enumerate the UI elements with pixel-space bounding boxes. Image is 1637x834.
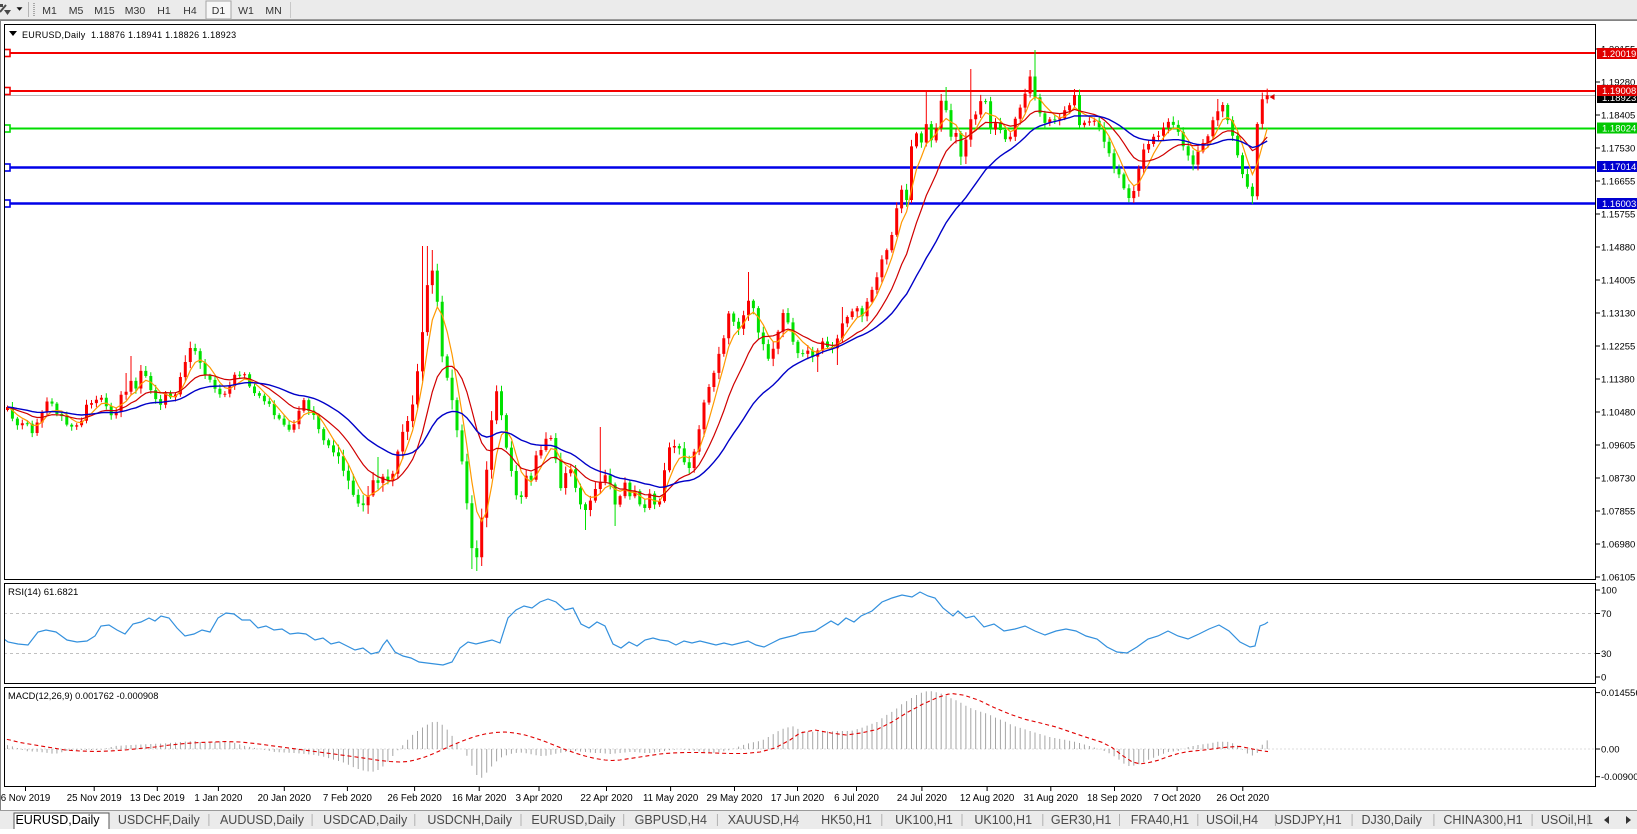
svg-text:22 Apr 2020: 22 Apr 2020 (580, 793, 633, 804)
svg-text:24 Jul 2020: 24 Jul 2020 (897, 793, 948, 804)
svg-text:RSI(14) 61.6821: RSI(14) 61.6821 (8, 587, 78, 598)
svg-text:1.20019: 1.20019 (1602, 49, 1636, 60)
svg-text:W1: W1 (238, 5, 254, 17)
svg-text:MACD(12,26,9) 0.001762 -0.0009: MACD(12,26,9) 0.001762 -0.000908 (8, 691, 158, 701)
svg-text:18 Sep 2020: 18 Sep 2020 (1087, 793, 1143, 804)
svg-text:M15: M15 (94, 5, 115, 17)
svg-text:DJ30,Daily: DJ30,Daily (1361, 813, 1422, 827)
svg-text:1.07855: 1.07855 (1601, 507, 1635, 518)
svg-text:7 Oct 2020: 7 Oct 2020 (1153, 793, 1201, 804)
svg-text:0: 0 (1601, 673, 1606, 684)
svg-text:1.09605: 1.09605 (1601, 441, 1635, 452)
svg-text:0.00: 0.00 (1601, 745, 1620, 756)
svg-text:7 Feb 2020: 7 Feb 2020 (323, 793, 373, 804)
svg-text:70: 70 (1601, 609, 1612, 620)
svg-text:1.17014: 1.17014 (1602, 162, 1636, 173)
svg-text:16 Mar 2020: 16 Mar 2020 (452, 793, 507, 804)
svg-text:1.18405: 1.18405 (1601, 111, 1635, 122)
svg-text:USOil,H4: USOil,H4 (1206, 813, 1258, 827)
svg-text:26 Feb 2020: 26 Feb 2020 (387, 793, 442, 804)
svg-text:USDJPY,H1: USDJPY,H1 (1275, 813, 1342, 827)
svg-text:USDCNH,Daily: USDCNH,Daily (427, 813, 512, 827)
svg-text:25 Nov 2019: 25 Nov 2019 (67, 793, 122, 804)
svg-text:1.06105: 1.06105 (1601, 573, 1635, 584)
svg-text:1.16003: 1.16003 (1602, 199, 1636, 210)
svg-text:M5: M5 (69, 5, 84, 17)
svg-text:XAUUSD,H4: XAUUSD,H4 (728, 813, 800, 827)
svg-text:EURUSD,Daily: EURUSD,Daily (15, 813, 100, 827)
svg-text:M30: M30 (125, 5, 146, 17)
svg-text:CHINA300,H1: CHINA300,H1 (1443, 813, 1522, 827)
svg-text:EURUSD,Daily: EURUSD,Daily (531, 813, 616, 827)
svg-text:H4: H4 (183, 5, 197, 17)
svg-text:1 Jan 2020: 1 Jan 2020 (194, 793, 243, 804)
svg-text:1.08730: 1.08730 (1601, 474, 1635, 485)
svg-text:1.19280: 1.19280 (1601, 78, 1635, 89)
svg-text:H1: H1 (157, 5, 171, 17)
svg-text:3 Apr 2020: 3 Apr 2020 (516, 793, 563, 804)
svg-text:29 May 2020: 29 May 2020 (706, 793, 763, 804)
svg-text:MN: MN (265, 5, 281, 17)
svg-text:USDCHF,Daily: USDCHF,Daily (118, 813, 201, 827)
svg-text:-0.00900: -0.00900 (1601, 772, 1637, 783)
svg-text:1.19008: 1.19008 (1602, 86, 1636, 97)
svg-text:26 Oct 2020: 26 Oct 2020 (1216, 793, 1269, 804)
svg-text:1.14880: 1.14880 (1601, 243, 1635, 254)
svg-text:FRA40,H1: FRA40,H1 (1131, 813, 1189, 827)
svg-text:EURUSD,Daily 1.18876 1.18941: EURUSD,Daily 1.18876 1.18941 1.18826 1.1… (22, 30, 236, 40)
svg-text:20 Jan 2020: 20 Jan 2020 (258, 793, 312, 804)
svg-text:M1: M1 (42, 5, 57, 17)
svg-text:1.10480: 1.10480 (1601, 408, 1635, 419)
svg-text:D1: D1 (212, 5, 226, 17)
svg-text:UK100,H1: UK100,H1 (895, 813, 953, 827)
svg-text:USDCAD,Daily: USDCAD,Daily (323, 813, 408, 827)
svg-text:100: 100 (1601, 586, 1617, 597)
svg-text:6 Jul 2020: 6 Jul 2020 (834, 793, 879, 804)
svg-text:HK50,H1: HK50,H1 (821, 813, 872, 827)
svg-text:1.11380: 1.11380 (1601, 375, 1635, 386)
svg-text:AUDUSD,Daily: AUDUSD,Daily (220, 813, 305, 827)
svg-text:GBPUSD,H4: GBPUSD,H4 (635, 813, 707, 827)
svg-text:1.12255: 1.12255 (1601, 342, 1635, 353)
svg-text:17 Jun 2020: 17 Jun 2020 (771, 793, 825, 804)
svg-text:0.0145565: 0.0145565 (1601, 688, 1637, 699)
svg-text:30: 30 (1601, 649, 1612, 660)
svg-text:1.17530: 1.17530 (1601, 144, 1635, 155)
svg-text:UK100,H1: UK100,H1 (974, 813, 1032, 827)
svg-text:1.06980: 1.06980 (1601, 540, 1635, 551)
svg-text:13 Dec 2019: 13 Dec 2019 (130, 793, 185, 804)
svg-text:11 May 2020: 11 May 2020 (643, 793, 699, 804)
svg-text:USOil,H1: USOil,H1 (1541, 813, 1593, 827)
svg-text:6 Nov 2019: 6 Nov 2019 (1, 793, 51, 804)
svg-text:31 Aug 2020: 31 Aug 2020 (1024, 793, 1079, 804)
svg-text:1.18923: 1.18923 (1602, 93, 1636, 104)
svg-text:1.13130: 1.13130 (1601, 309, 1635, 320)
svg-text:1.16655: 1.16655 (1601, 177, 1635, 188)
svg-text:GER30,H1: GER30,H1 (1051, 813, 1111, 827)
svg-text:1.14005: 1.14005 (1601, 276, 1635, 287)
svg-text:1.15755: 1.15755 (1601, 210, 1635, 221)
svg-text:12 Aug 2020: 12 Aug 2020 (960, 793, 1015, 804)
svg-text:1.18024: 1.18024 (1602, 124, 1636, 135)
